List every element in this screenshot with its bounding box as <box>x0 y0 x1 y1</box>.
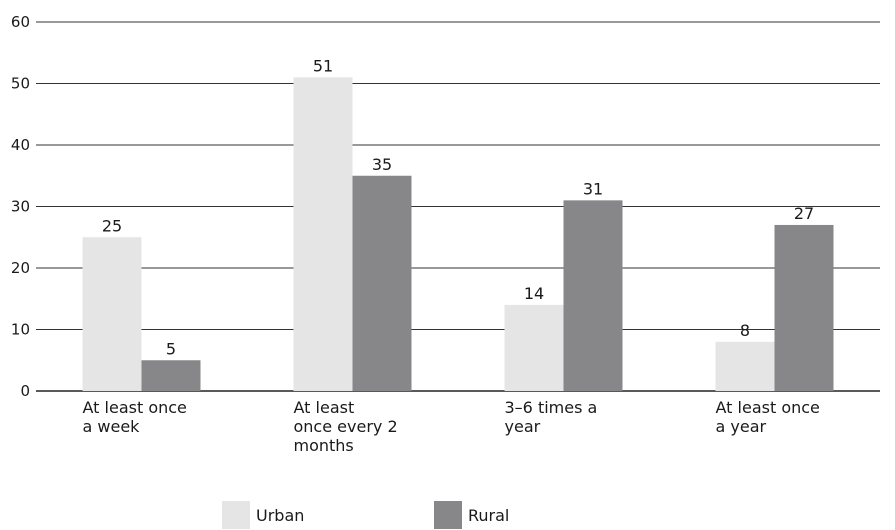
y-tick-label: 60 <box>11 13 30 31</box>
x-category-label-line: 3–6 times a <box>505 398 598 417</box>
data-labels: 25 5 51 35 14 31 8 27 <box>102 56 814 358</box>
data-label: 31 <box>583 179 603 198</box>
legend-label-urban: Urban <box>256 506 304 525</box>
y-tick-label: 30 <box>11 198 30 216</box>
bar-rural <box>563 200 623 391</box>
y-tick-label: 20 <box>11 259 30 277</box>
y-tick-label: 10 <box>11 321 30 339</box>
bar-rural <box>141 360 201 391</box>
x-category-label: 3–6 times a year <box>505 398 598 436</box>
y-axis-tick-labels: 0 10 20 30 40 50 60 <box>11 13 30 400</box>
bars <box>82 77 834 391</box>
data-label: 5 <box>166 339 176 358</box>
y-tick-label: 0 <box>20 382 30 400</box>
x-category-label: At least once a year <box>716 398 820 436</box>
data-label: 51 <box>313 56 333 75</box>
x-category-label-line: At least once <box>83 398 187 417</box>
legend: Urban Rural <box>222 501 509 529</box>
x-category-label-line: At least once <box>716 398 820 417</box>
x-category-label-line: once every 2 <box>294 417 398 436</box>
data-label: 27 <box>794 204 814 223</box>
x-category-label-line: a week <box>83 417 141 436</box>
x-category-label-line: a year <box>716 417 767 436</box>
data-label: 14 <box>524 284 544 303</box>
x-category-label: At least once a week <box>83 398 187 436</box>
x-category-label-line: year <box>505 417 541 436</box>
legend-swatch-rural <box>434 501 462 529</box>
data-label: 35 <box>372 155 392 174</box>
data-label: 25 <box>102 216 122 235</box>
gridlines <box>36 21 880 392</box>
bar-urban <box>293 77 353 391</box>
bar-rural <box>774 224 834 391</box>
bar-urban <box>504 304 564 391</box>
y-tick-label: 50 <box>11 75 30 93</box>
x-category-label-line: months <box>294 436 354 455</box>
legend-label-rural: Rural <box>468 506 509 525</box>
bar-urban <box>715 341 775 391</box>
bar-rural <box>352 175 412 391</box>
data-label: 8 <box>740 321 750 340</box>
bar-urban <box>82 237 142 391</box>
y-tick-label: 40 <box>11 136 30 154</box>
legend-swatch-urban <box>222 501 250 529</box>
x-category-label: At least once every 2 months <box>294 398 398 455</box>
x-category-label-line: At least <box>294 398 355 417</box>
